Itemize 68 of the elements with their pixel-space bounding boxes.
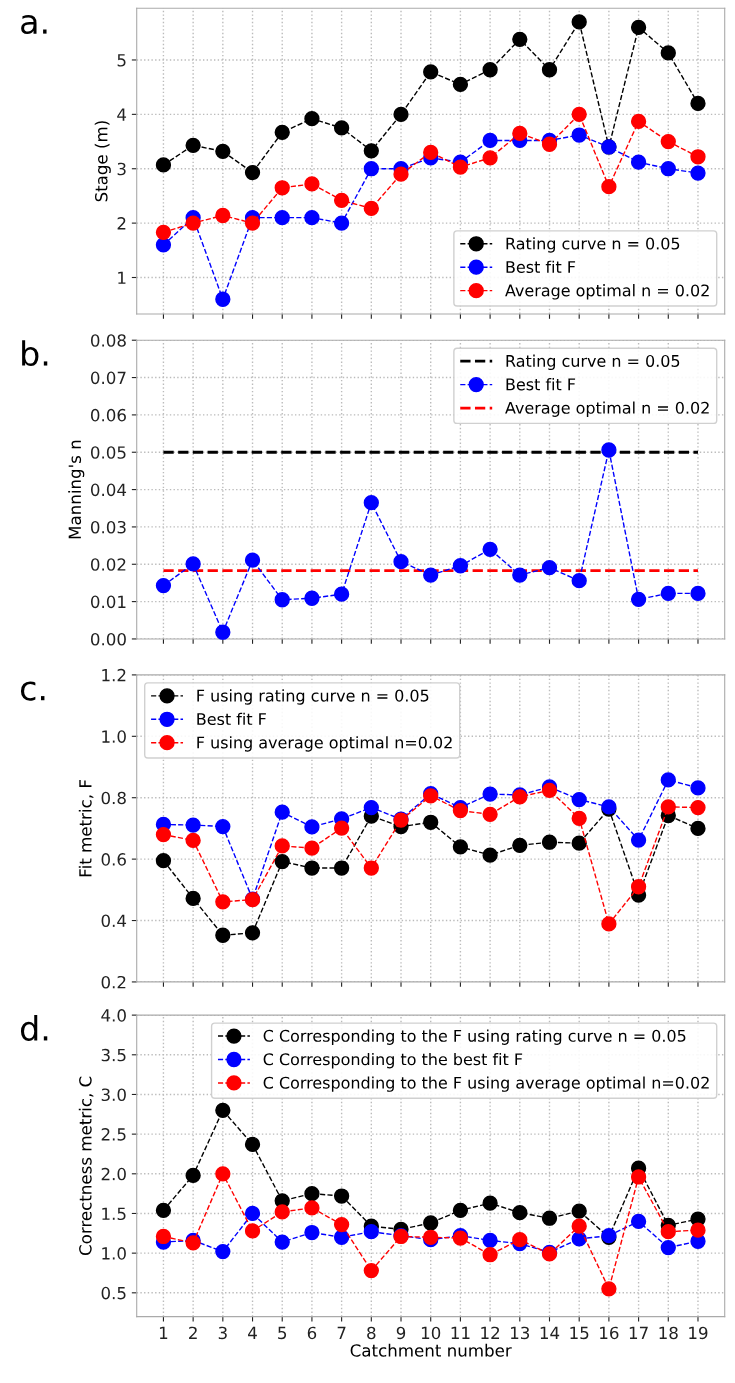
legend-label: Average optimal n = 0.02: [505, 284, 709, 300]
y-tick-label: 0.04: [90, 483, 127, 497]
y-tick-label: 3.5: [101, 1048, 126, 1062]
y-tick-label: 4: [117, 108, 127, 121]
y-tick-label: 3: [117, 162, 126, 176]
legend-label: C Corresponding to the F using rating curve n = 0.05: [263, 1029, 686, 1045]
x-tick-label: 4: [248, 1326, 257, 1339]
y-tick-label: 1.0: [102, 730, 126, 743]
y-tick-label: 1.0: [102, 1247, 126, 1260]
y-tick-label: 2.0: [101, 1167, 126, 1181]
y-tick-label: 1.2: [102, 668, 126, 682]
y-tick-label: 0.5: [101, 1286, 126, 1300]
y-tick-label: 1.5: [102, 1207, 126, 1221]
y-tick-label: 0.05: [90, 446, 126, 459]
legend-label: F using average optimal n=0.02: [197, 736, 452, 752]
x-tick-label: 11: [451, 1326, 470, 1339]
chart-title: c.: [20, 681, 45, 701]
legend-label: Best fit F: [506, 260, 576, 274]
y-tick-label: 4.0: [101, 1009, 126, 1022]
legend-label: F using rating curve n = 0.05: [197, 689, 429, 705]
y-tick-label: 2.5: [101, 1128, 126, 1141]
x-axis-title: Catchment number: [350, 1343, 512, 1357]
x-tick-label: 2: [189, 1326, 197, 1339]
x-tick-label: 16: [600, 1326, 619, 1340]
y-tick-label: 1: [118, 271, 126, 284]
chart-title: d.: [20, 1015, 48, 1041]
y-tick-label: 0.07: [90, 371, 126, 385]
y-axis-title: Fit metric, F: [78, 780, 94, 877]
x-tick-label: 18: [659, 1326, 678, 1340]
x-tick-label: 13: [511, 1326, 530, 1340]
y-tick-label: 0.02: [90, 558, 126, 571]
y-tick-label: 0.00: [90, 632, 126, 646]
chart-title: a.: [21, 14, 47, 35]
y-tick-label: 5: [117, 54, 126, 67]
x-tick-label: 17: [629, 1326, 648, 1339]
legend-label: Best fit F: [197, 712, 266, 726]
x-tick-label: 6: [307, 1326, 317, 1340]
y-tick-label: 0.06: [90, 408, 126, 422]
y-axis-title: Manning's n: [68, 440, 85, 539]
y-axis-title: Stage (m): [94, 121, 111, 202]
legend-label: Rating curve n = 0.05: [506, 237, 680, 253]
legend-label: Average optimal n = 0.02: [505, 401, 709, 417]
x-tick-label: 8: [367, 1326, 376, 1340]
legend-label: C Corresponding to the F using average optimal n=0.02: [263, 1076, 709, 1092]
x-tick-label: 19: [689, 1326, 708, 1340]
x-tick-label: 10: [421, 1326, 441, 1340]
ref-line-label: Rating curve n = 0.05: [506, 354, 680, 371]
x-tick-label: 12: [481, 1326, 500, 1339]
chart-title: b.: [22, 340, 48, 367]
y-axis-title: Correctness metric, C: [78, 1076, 94, 1256]
y-tick-label: 0.03: [90, 520, 126, 534]
x-tick-label: 5: [278, 1326, 287, 1340]
y-tick-label: 0.2: [101, 975, 126, 989]
y-tick-label: 0.08: [90, 334, 126, 347]
y-tick-label: 2: [117, 217, 126, 230]
y-tick-label: 0.01: [90, 595, 126, 609]
x-tick-label: 9: [396, 1326, 406, 1340]
x-tick-label: 15: [570, 1326, 589, 1340]
x-tick-label: 3: [218, 1326, 227, 1340]
x-tick-label: 14: [540, 1326, 560, 1339]
y-tick-label: 0.6: [101, 853, 126, 866]
legend-label: C Corresponding to the best fit F: [263, 1052, 523, 1069]
y-tick-label: 0.8: [101, 791, 126, 805]
legend-label: Best fit F: [506, 378, 576, 391]
y-tick-label: 0.4: [101, 914, 127, 928]
y-tick-label: 3.0: [101, 1088, 126, 1102]
x-tick-label: 7: [337, 1326, 346, 1339]
x-tick-label: 1: [159, 1326, 168, 1339]
